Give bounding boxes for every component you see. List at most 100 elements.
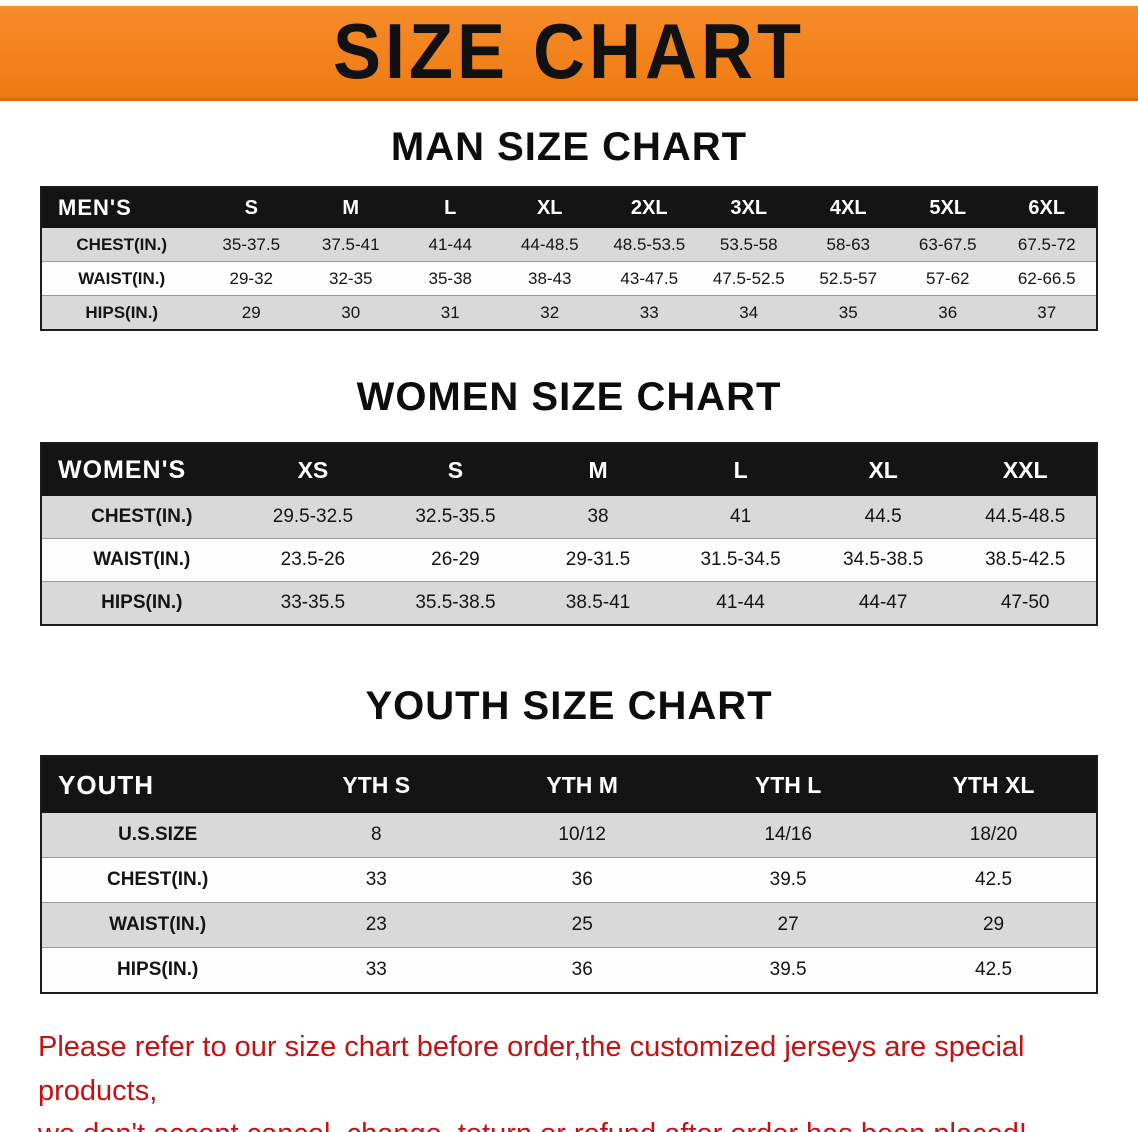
- disclaimer-line-1: Please refer to our size chart before or…: [38, 1031, 1025, 1107]
- value-cell: 44-48.5: [500, 228, 600, 262]
- value-cell: 43-47.5: [599, 261, 699, 296]
- value-cell: 26-29: [384, 538, 527, 582]
- value-cell: 35: [798, 295, 898, 331]
- women-size-chart-heading: WOMEN SIZE CHART: [356, 375, 782, 419]
- women-hips-row: HIPS(IN.) 33-35.5 35.5-38.5 38.5-41 41-4…: [41, 581, 1097, 626]
- women-header-size-s: S: [384, 443, 527, 496]
- youth-ussize-row: U.S.SIZE 8 10/12 14/16 18/20: [41, 813, 1097, 858]
- women-header-label: WOMEN'S: [41, 443, 242, 496]
- women-waist-row: WAIST(IN.) 23.5-26 26-29 29-31.5 31.5-34…: [41, 538, 1097, 582]
- value-cell: 34.5-38.5: [811, 538, 955, 582]
- value-cell: 35-37.5: [201, 228, 301, 262]
- value-cell: 42.5: [891, 857, 1097, 903]
- value-cell: 39.5: [685, 857, 892, 903]
- value-cell: 41-44: [400, 228, 500, 262]
- value-cell: 31.5-34.5: [669, 538, 812, 582]
- men-header-size-5xl: 5XL: [898, 187, 998, 228]
- youth-header-size-s: YTH S: [273, 756, 480, 813]
- value-cell: 38.5-42.5: [954, 538, 1097, 582]
- men-header-label: MEN'S: [41, 187, 202, 228]
- row-label: WAIST(IN.): [41, 261, 202, 296]
- disclaimer-text: Please refer to our size chart before or…: [38, 1026, 1138, 1132]
- youth-size-table: YOUTH YTH S YTH M YTH L YTH XL U.S.SIZE …: [40, 755, 1098, 994]
- row-label: WAIST(IN.): [41, 902, 274, 948]
- value-cell: 36: [479, 857, 686, 903]
- value-cell: 35.5-38.5: [384, 581, 527, 626]
- value-cell: 53.5-58: [699, 228, 799, 262]
- row-label: WAIST(IN.): [41, 538, 242, 582]
- banner-title: SIZE CHART: [333, 8, 805, 96]
- value-cell: 29: [891, 902, 1097, 948]
- men-header-size-3xl: 3XL: [699, 187, 799, 228]
- value-cell: 44-47: [811, 581, 955, 626]
- value-cell: 32.5-35.5: [384, 496, 527, 539]
- women-header-size-xs: XS: [241, 443, 385, 496]
- youth-hips-row: HIPS(IN.) 33 36 39.5 42.5: [41, 947, 1097, 994]
- youth-header-size-m: YTH M: [479, 756, 686, 813]
- men-header-size-6xl: 6XL: [997, 187, 1097, 228]
- row-label: U.S.SIZE: [41, 813, 274, 858]
- value-cell: 44.5: [811, 496, 955, 539]
- value-cell: 33: [273, 857, 480, 903]
- women-chest-row: CHEST(IN.) 29.5-32.5 32.5-35.5 38 41 44.…: [41, 496, 1097, 539]
- youth-header-size-xl: YTH XL: [891, 756, 1097, 813]
- value-cell: 44.5-48.5: [954, 496, 1097, 539]
- women-table-header-row: WOMEN'S XS S M L XL XXL: [41, 443, 1097, 496]
- value-cell: 29-32: [201, 261, 301, 296]
- value-cell: 33: [273, 947, 480, 994]
- value-cell: 32: [500, 295, 600, 331]
- women-header-size-l: L: [669, 443, 812, 496]
- row-label: CHEST(IN.): [41, 496, 242, 539]
- value-cell: 25: [479, 902, 686, 948]
- value-cell: 31: [400, 295, 500, 331]
- value-cell: 47-50: [954, 581, 1097, 626]
- men-header-size-xl: XL: [500, 187, 600, 228]
- value-cell: 58-63: [798, 228, 898, 262]
- value-cell: 33-35.5: [241, 581, 385, 626]
- women-header-size-xxl: XXL: [954, 443, 1097, 496]
- value-cell: 8: [273, 813, 480, 858]
- value-cell: 29.5-32.5: [241, 496, 385, 539]
- value-cell: 48.5-53.5: [599, 228, 699, 262]
- youth-chest-row: CHEST(IN.) 33 36 39.5 42.5: [41, 857, 1097, 903]
- row-label: HIPS(IN.): [41, 581, 242, 626]
- women-header-size-xl: XL: [811, 443, 955, 496]
- row-label: CHEST(IN.): [41, 857, 274, 903]
- men-waist-row: WAIST(IN.) 29-32 32-35 35-38 38-43 43-47…: [41, 261, 1097, 296]
- value-cell: 38.5-41: [526, 581, 670, 626]
- disclaimer-line-2: we don't accept cancel, change, teturn o…: [38, 1113, 1138, 1132]
- value-cell: 67.5-72: [997, 228, 1097, 262]
- value-cell: 23: [273, 902, 480, 948]
- row-label: CHEST(IN.): [41, 228, 202, 262]
- women-size-table: WOMEN'S XS S M L XL XXL CHEST(IN.) 29.5-…: [40, 442, 1098, 626]
- men-size-chart-heading: MAN SIZE CHART: [390, 125, 748, 169]
- value-cell: 18/20: [891, 813, 1097, 858]
- women-header-size-m: M: [526, 443, 670, 496]
- value-cell: 47.5-52.5: [699, 261, 799, 296]
- men-header-size-s: S: [201, 187, 301, 228]
- men-size-table: MEN'S S M L XL 2XL 3XL 4XL 5XL 6XL CHEST…: [40, 186, 1098, 331]
- value-cell: 57-62: [898, 261, 998, 296]
- value-cell: 62-66.5: [997, 261, 1097, 296]
- value-cell: 41: [669, 496, 812, 539]
- youth-header-label: YOUTH: [41, 756, 274, 813]
- value-cell: 29: [201, 295, 301, 331]
- value-cell: 36: [479, 947, 686, 994]
- value-cell: 41-44: [669, 581, 812, 626]
- value-cell: 38-43: [500, 261, 600, 296]
- men-header-size-2xl: 2XL: [599, 187, 699, 228]
- value-cell: 27: [685, 902, 892, 948]
- youth-waist-row: WAIST(IN.) 23 25 27 29: [41, 902, 1097, 948]
- men-hips-row: HIPS(IN.) 29 30 31 32 33 34 35 36 37: [41, 295, 1097, 331]
- row-label: HIPS(IN.): [41, 295, 202, 331]
- size-chart-banner: SIZE CHART: [0, 6, 1138, 101]
- men-header-size-l: L: [400, 187, 500, 228]
- row-label: HIPS(IN.): [41, 947, 274, 994]
- value-cell: 42.5: [891, 947, 1097, 994]
- value-cell: 34: [699, 295, 799, 331]
- value-cell: 33: [599, 295, 699, 331]
- men-header-size-m: M: [301, 187, 401, 228]
- men-chest-row: CHEST(IN.) 35-37.5 37.5-41 41-44 44-48.5…: [41, 228, 1097, 262]
- value-cell: 38: [526, 496, 670, 539]
- men-header-size-4xl: 4XL: [798, 187, 898, 228]
